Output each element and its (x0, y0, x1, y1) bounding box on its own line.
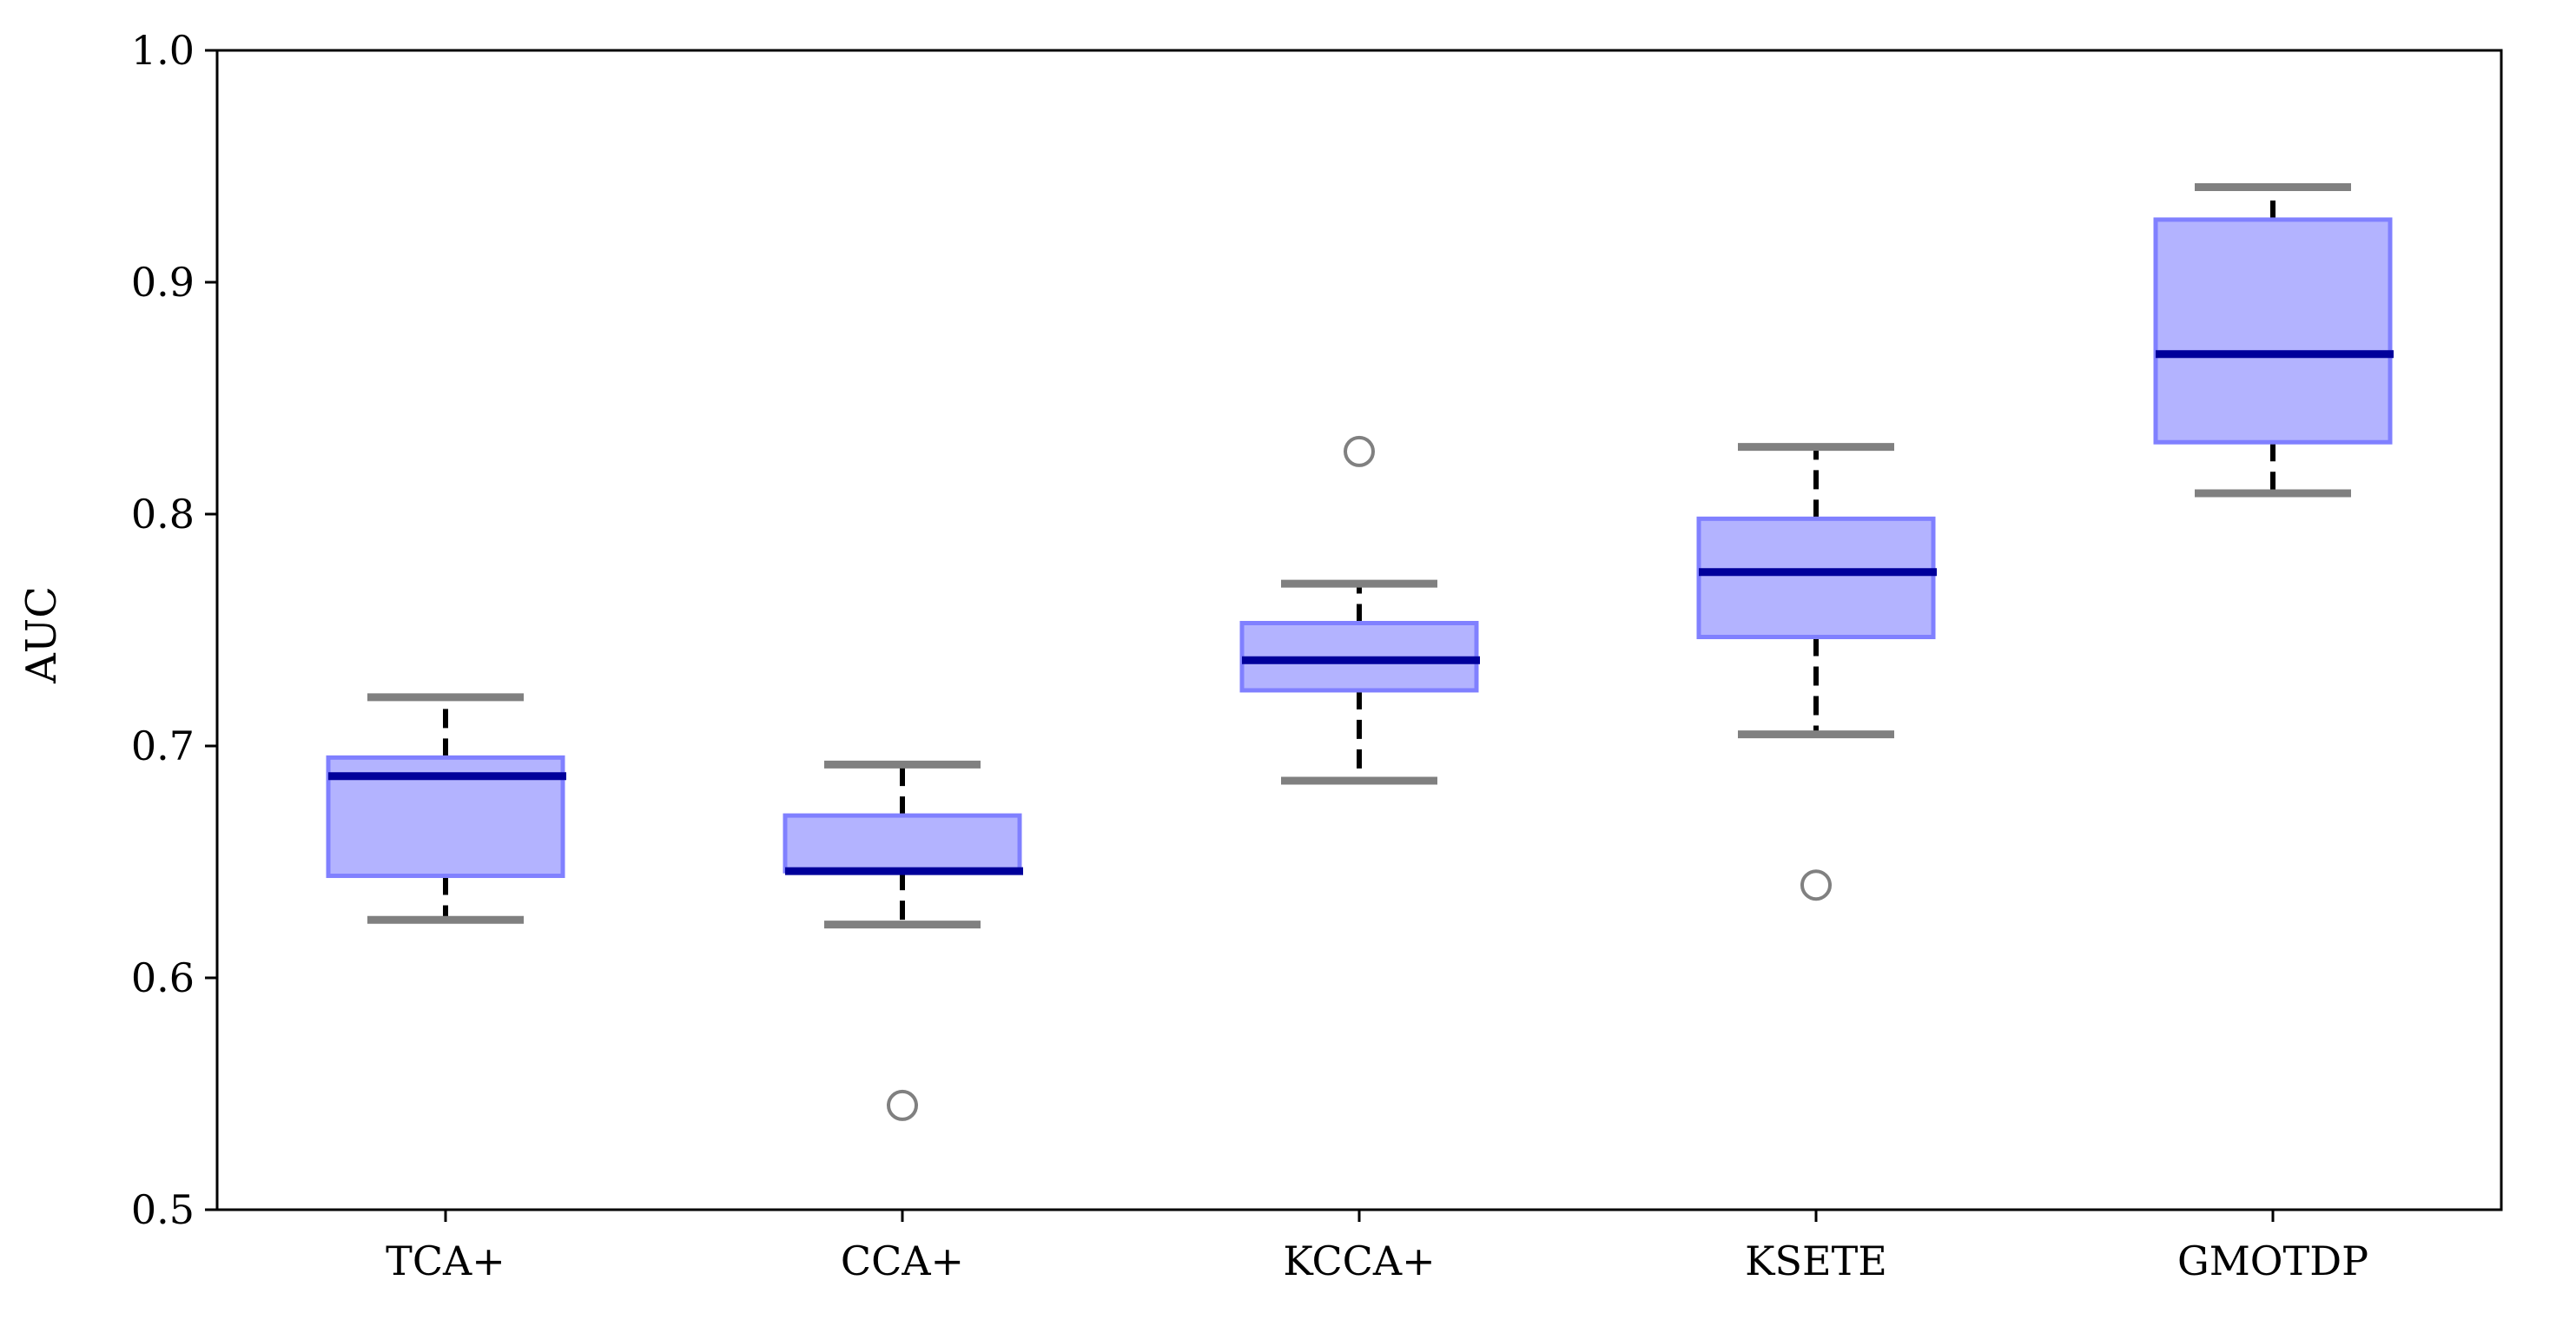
outlier-cca (887, 1089, 918, 1121)
x-tick-label: KSETE (1745, 1238, 1887, 1284)
x-tick-label: KCCA+ (1283, 1238, 1435, 1284)
plot-area: 0.5 0.6 0.7 0.8 0.9 1.0 TCA+ CCA+ KCCA+ KSETE GMOT… (131, 27, 2503, 1284)
y-tick-label: 0.6 (131, 954, 195, 1001)
x-tick-label: CCA+ (841, 1238, 964, 1284)
y-tick-label: 0.9 (131, 259, 195, 306)
outlier-kcca (1344, 435, 1375, 467)
y-tick-label: 1.0 (131, 27, 195, 74)
box-ksete (1696, 516, 1936, 640)
x-tick-label: TCA+ (386, 1238, 505, 1284)
y-tick-label: 0.5 (131, 1186, 195, 1233)
box-cca (783, 813, 1022, 874)
y-tick-label: 0.7 (131, 723, 195, 769)
box-gmotdp (2153, 217, 2393, 445)
x-tick-label: GMOTDP (2177, 1238, 2368, 1284)
y-axis-label: AUC (17, 586, 66, 684)
outlier-ksete (1800, 869, 1832, 901)
y-tick-label: 0.8 (131, 491, 195, 538)
